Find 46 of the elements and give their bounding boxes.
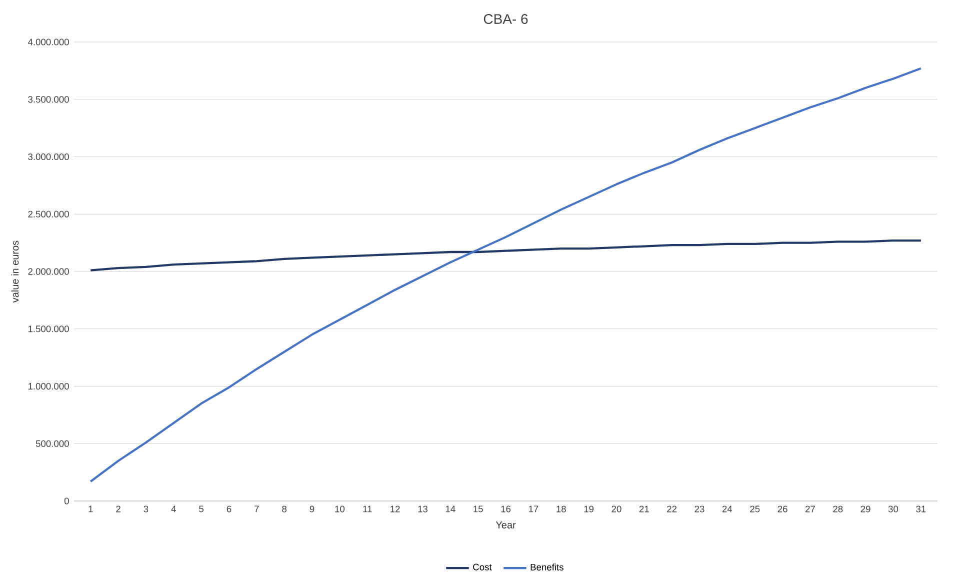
x-tick-label: 14 [446,506,456,512]
x-tick-label: 5 [199,506,204,512]
y-tick-label: 1.500.000 [28,326,69,332]
x-tick-label: 24 [722,506,732,512]
x-tick-label: 23 [694,506,704,512]
x-tick-label: 13 [418,506,428,512]
x-tick-label: 27 [805,506,815,512]
x-tick-label: 22 [667,506,677,512]
x-tick-label: 31 [916,506,926,512]
x-tick-label: 15 [474,506,483,512]
x-tick-label: 25 [750,506,760,512]
y-tick-label: 3.000.000 [28,153,69,160]
x-tick-label: 2 [116,506,120,512]
y-tick-label: 3.500.000 [28,96,69,103]
x-tick-label: 17 [528,506,538,512]
y-axis-title: value in euros [11,240,19,303]
x-tick-label: 18 [556,506,566,512]
x-tick-label: 8 [282,506,287,512]
legend-label: Cost [473,564,492,570]
x-tick-label: 6 [226,506,232,512]
x-tick-label: 9 [310,506,314,512]
y-tick-label: 500.000 [36,440,69,447]
x-tick-label: 4 [171,506,176,512]
x-tick-label: 3 [144,506,148,512]
x-tick-label: 10 [335,506,345,512]
x-tick-label: 11 [363,506,372,512]
y-tick-label: 0 [64,498,69,504]
x-tick-label: 29 [860,506,870,512]
x-tick-label: 7 [254,506,259,512]
y-tick-label: 4.000.000 [28,38,69,46]
x-tick-label: 19 [584,506,594,512]
line-series [90,239,922,272]
x-tick-label: 21 [639,506,649,512]
x-tick-label: 12 [390,506,400,512]
x-tick-label: 26 [778,506,788,512]
x-tick-label: 30 [888,506,898,512]
x-axis-title: Year [496,521,516,528]
x-tick-label: 28 [833,506,843,512]
y-tick-label: 2.500.000 [28,210,69,218]
legend-label: Benefits [530,564,564,570]
x-tick-label: 20 [612,506,622,512]
x-tick-label: 16 [501,506,511,512]
x-tick-label: 1 [88,506,93,512]
y-tick-label: 2.000.000 [28,268,69,275]
y-tick-label: 1.000.000 [28,382,69,390]
chart-title: CBA- 6 [484,14,528,24]
